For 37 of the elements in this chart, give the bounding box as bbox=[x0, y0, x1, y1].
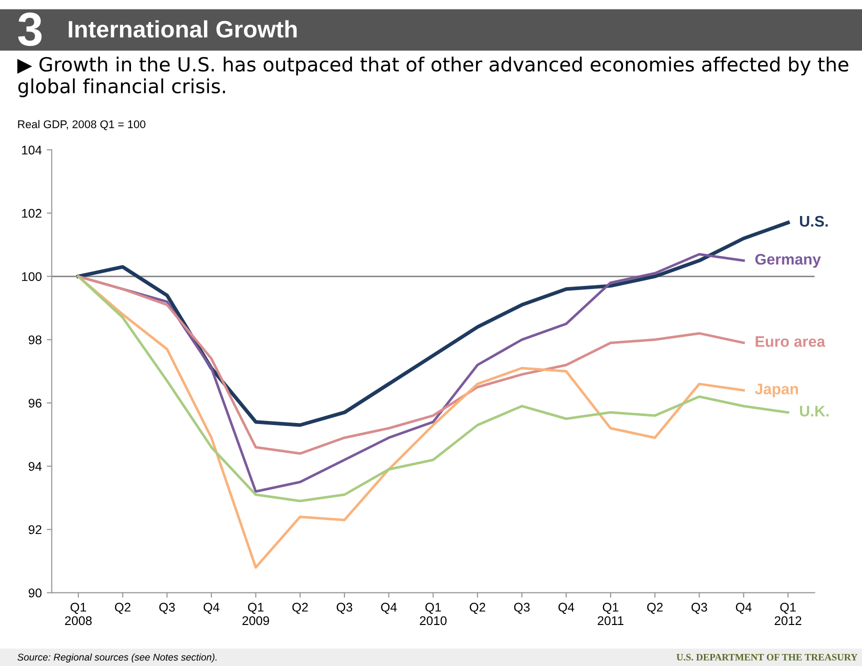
y-tick-label: 100 bbox=[22, 272, 42, 282]
x-tick-label: Q2 bbox=[292, 602, 308, 614]
x-tick-label: Q2 bbox=[114, 602, 130, 614]
x-tick-label: Q2 bbox=[647, 602, 663, 614]
x-tick-label: Q4 bbox=[558, 602, 574, 614]
y-tick-label: 94 bbox=[28, 462, 42, 471]
y-tick-label: 102 bbox=[22, 208, 42, 218]
x-tick-label: Q1 2011 bbox=[598, 602, 624, 626]
y-tick-label: 90 bbox=[28, 588, 42, 598]
line-series bbox=[77, 275, 745, 455]
chart-subtitle: ▶ Growth in the U.S. has outpaced that of other advanced economies affected by the global financial crisis. bbox=[17, 56, 848, 98]
series-label: U.S. bbox=[800, 216, 828, 227]
x-tick-label: Q3 bbox=[692, 602, 708, 614]
y-axis-title: Real GDP, 2008 Q1 = 100 bbox=[18, 120, 146, 130]
y-tick-label: 98 bbox=[28, 335, 42, 344]
y-tick-label: 104 bbox=[22, 146, 42, 154]
x-tick-label: Q3 bbox=[514, 602, 530, 614]
x-tick-label: Q1 2012 bbox=[774, 602, 802, 626]
y-tick-label: 92 bbox=[28, 525, 42, 534]
y-tick-label: 96 bbox=[28, 398, 42, 408]
series-label: Germany bbox=[755, 254, 821, 268]
x-tick-label: Q1 2008 bbox=[65, 602, 92, 626]
source-note: Source: Regional sources (see Notes section). bbox=[18, 653, 217, 663]
series-label: U.K. bbox=[800, 406, 829, 417]
chart-title: International Growth bbox=[68, 20, 297, 38]
text: 3 bbox=[18, 12, 42, 46]
x-tick-label: Q4 bbox=[381, 602, 397, 614]
x-tick-label: Q1 2009 bbox=[242, 602, 270, 626]
series-label: Euro area bbox=[756, 336, 826, 347]
x-tick-label: Q4 bbox=[204, 602, 220, 614]
x-tick-label: Q1 2010 bbox=[420, 602, 447, 626]
x-tick-label: Q2 bbox=[470, 602, 486, 614]
series-label: Japan bbox=[754, 384, 798, 398]
x-tick-label: Q4 bbox=[736, 602, 752, 614]
x-tick-label: Q3 bbox=[336, 602, 352, 614]
x-tick-label: Q3 bbox=[159, 602, 175, 614]
text: U.S. DEPARTMENT OF THE TREASURY bbox=[676, 654, 858, 660]
